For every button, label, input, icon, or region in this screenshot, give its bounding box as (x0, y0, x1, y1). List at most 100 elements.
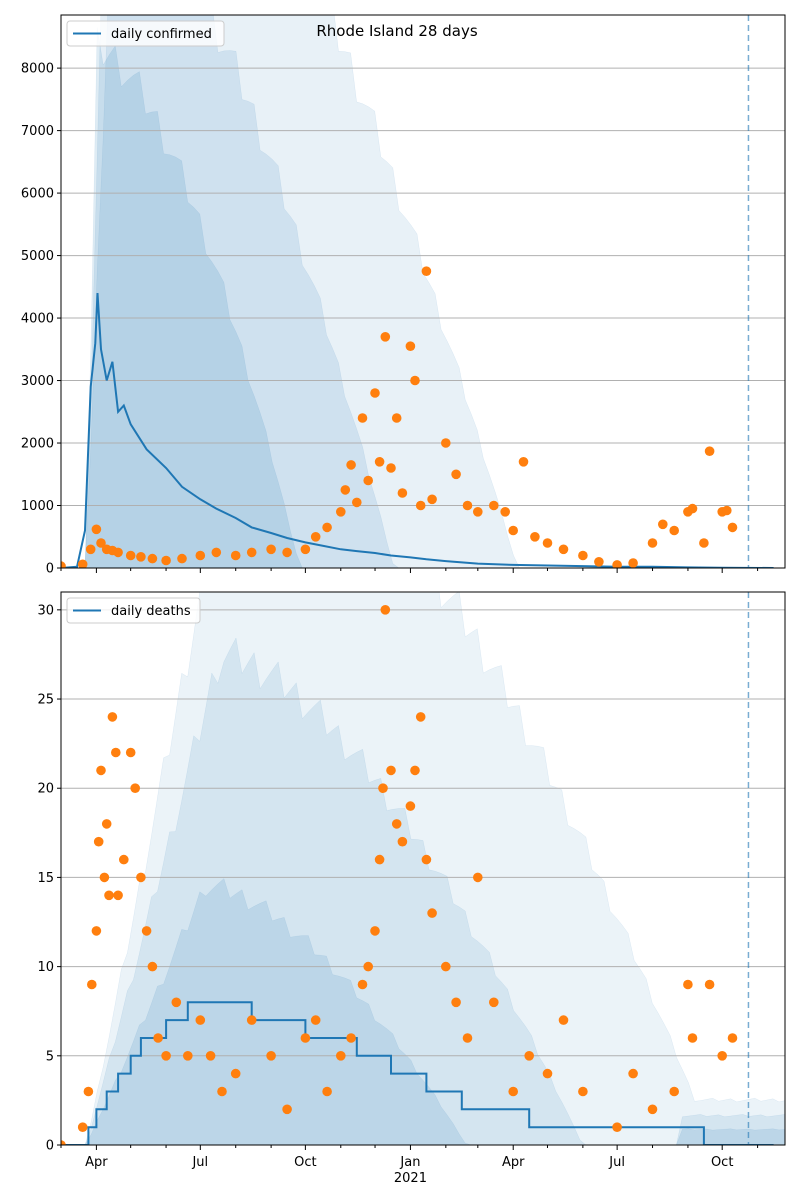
series-line (61, 1001, 774, 1145)
x-tick-label: Jul (191, 1155, 208, 1170)
scatter-point (647, 538, 658, 548)
scatter-point (374, 854, 385, 865)
scatter-point (441, 438, 451, 448)
deaths-legend: daily deaths (66, 597, 201, 624)
deaths-axes: 0 5 10 15 20 25 30 Apr Jul Oct Jan Apr Jul Oct (37, 591, 786, 1170)
scatter-point (500, 507, 511, 517)
scatter-point (119, 854, 129, 865)
scatter-point (336, 1051, 346, 1061)
scatter-point (113, 890, 123, 901)
scatter-point (104, 890, 114, 901)
scatter-point (687, 1033, 698, 1043)
confirmed-panel: 0 1000 2000 3000 4000 5000 6000 7000 8000 Rhode … (21, 14, 786, 577)
scatter-point (473, 507, 483, 517)
scatter-point (704, 979, 715, 990)
scatter-point (113, 547, 123, 558)
scatter-point (427, 494, 437, 505)
scatter-point (489, 500, 499, 511)
scatter-point (300, 544, 311, 555)
scatter-point (161, 1051, 171, 1061)
scatter-point (195, 550, 206, 561)
confirmed-axes: 0 1000 2000 3000 4000 5000 6000 7000 8000 (21, 14, 786, 577)
scatter-point (669, 1086, 679, 1097)
scatter-point (87, 979, 97, 990)
scatter-point (93, 836, 104, 847)
scatter-point (594, 557, 604, 567)
scatter-point (83, 1086, 94, 1097)
scatter-point (489, 997, 499, 1008)
scatter-point (91, 926, 102, 936)
scatter-point (136, 552, 146, 562)
scatter-point (717, 1051, 727, 1061)
scatter-point (462, 500, 473, 511)
scatter-point (727, 522, 738, 533)
x-axis-year-label: 2021 (394, 1171, 427, 1186)
y-tick-label: 7000 (21, 124, 54, 139)
y-tick-label: 20 (37, 782, 54, 797)
scatter-point (421, 854, 432, 865)
scatter-point (147, 961, 158, 972)
scatter-point (558, 1015, 569, 1025)
uncertainty-band (61, 592, 785, 1145)
scatter-point (542, 538, 553, 548)
y-tick-label: 0 (46, 562, 54, 577)
y-tick-label: 4000 (21, 312, 54, 327)
uncertainty-band (61, 15, 785, 568)
scatter-point (125, 747, 136, 758)
uncertainty-band (61, 878, 785, 1145)
deaths-uncertainty-bands (61, 592, 785, 1145)
x-tick-label: Apr (85, 1155, 108, 1170)
scatter-point (310, 532, 321, 542)
scatter-point (397, 836, 408, 847)
scatter-point (61, 1140, 66, 1145)
scatter-point (524, 1051, 534, 1061)
scatter-point (508, 525, 518, 536)
x-tick-label: Jan (399, 1155, 420, 1170)
scatter-point (647, 1104, 658, 1115)
series-line (61, 293, 774, 568)
scatter-point (658, 519, 668, 530)
x-tick-label: Oct (711, 1155, 733, 1170)
scatter-point (322, 1086, 332, 1097)
scatter-point (195, 1015, 206, 1025)
scatter-point (61, 561, 66, 568)
scatter-point (518, 457, 529, 467)
y-tick-label: 0 (46, 1139, 54, 1154)
scatter-point (410, 765, 420, 776)
scatter-point (441, 961, 451, 972)
scatter-point (391, 819, 402, 829)
scatter-point (161, 555, 171, 566)
scatter-point (111, 747, 121, 758)
scatter-point (96, 538, 106, 548)
scatter-point (370, 388, 380, 398)
scatter-point (699, 538, 709, 548)
scatter-point (346, 460, 356, 470)
scatter-point (405, 801, 416, 811)
scatter-point (391, 413, 402, 423)
scatter-point (153, 1033, 163, 1043)
scatter-point (141, 926, 152, 936)
y-tick-label: 30 (37, 603, 54, 618)
scatter-point (727, 1033, 738, 1043)
scatter-point (704, 446, 715, 457)
scatter-point (363, 961, 374, 972)
scatter-point (85, 544, 96, 555)
scatter-point (282, 547, 292, 558)
scatter-point (266, 544, 276, 555)
scatter-point (687, 503, 698, 514)
scatter-point (357, 979, 368, 990)
scatter-point (415, 712, 426, 722)
scatter-point (628, 1068, 638, 1079)
deaths-series (61, 605, 774, 1145)
scatter-point (211, 547, 222, 558)
y-tick-label: 15 (37, 871, 54, 886)
scatter-point (130, 783, 140, 793)
scatter-point (427, 908, 437, 918)
y-tick-label: 3000 (21, 374, 54, 389)
scatter-point (107, 712, 118, 722)
scatter-point (363, 475, 374, 486)
y-tick-label: 8000 (21, 62, 54, 77)
scatter-point (451, 997, 461, 1008)
confirmed-uncertainty-bands (61, 15, 785, 568)
